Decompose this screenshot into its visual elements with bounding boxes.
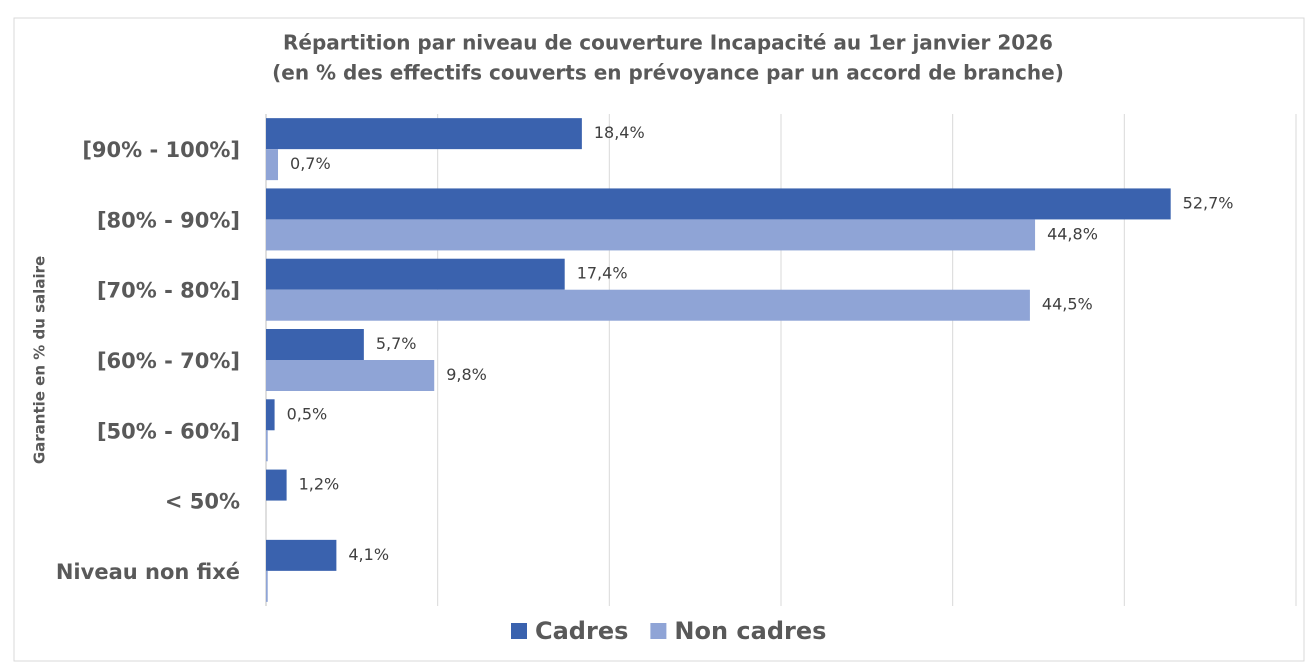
y-tick-label: [80% - 90%]: [97, 208, 240, 232]
chart-border: [13, 17, 1305, 662]
bar: [266, 258, 565, 290]
bar: [266, 430, 268, 462]
data-label: 0,7%: [290, 154, 331, 173]
y-axis-label: Garantie en % du salaire: [31, 256, 49, 464]
bar: [266, 289, 1030, 321]
data-label: 18,4%: [594, 123, 645, 142]
data-label: 52,7%: [1183, 193, 1234, 212]
data-label: 44,8%: [1047, 224, 1098, 243]
bar: [266, 219, 1036, 251]
y-tick-label: [70% - 80%]: [97, 279, 240, 303]
bar: [266, 469, 287, 501]
y-tick-label: [90% - 100%]: [82, 138, 240, 162]
y-tick-label: [60% - 70%]: [97, 349, 240, 373]
data-label: 17,4%: [577, 264, 628, 283]
bar: [266, 118, 582, 150]
bar: [266, 360, 435, 391]
legend-label: Cadres: [535, 617, 628, 645]
data-label: 9,8%: [446, 365, 487, 384]
chart-subtitle: (en % des effectifs couverts en prévoyan…: [272, 61, 1064, 85]
y-tick-label: Niveau non fixé: [56, 560, 240, 584]
legend-swatch: [511, 623, 527, 639]
legend-swatch: [650, 623, 667, 639]
bar: [266, 188, 1171, 220]
bar: [266, 399, 275, 431]
y-tick-label: [50% - 60%]: [97, 419, 240, 443]
bar: [266, 570, 268, 602]
bar: [266, 539, 337, 571]
data-label: 1,2%: [299, 475, 340, 494]
bar: [266, 149, 279, 181]
data-label: 0,5%: [287, 404, 328, 423]
data-label: 44,5%: [1042, 295, 1093, 314]
data-label: 5,7%: [376, 334, 417, 353]
y-tick-label: < 50%: [165, 490, 240, 514]
chart-title: Répartition par niveau de couverture Inc…: [283, 31, 1053, 55]
data-label: 4,1%: [348, 545, 389, 564]
bar: [266, 329, 364, 360]
legend-label: Non cadres: [674, 617, 826, 645]
